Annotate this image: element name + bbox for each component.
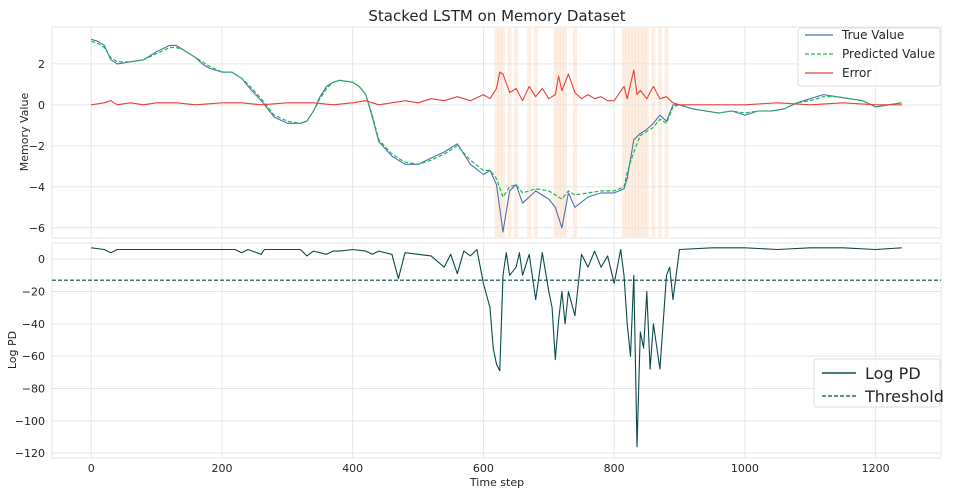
bottom-x-tick-label: 1000 (731, 462, 759, 475)
bottom-x-tick-label: 1200 (862, 462, 890, 475)
anomaly-span (664, 28, 669, 237)
anomaly-span (563, 28, 568, 237)
anomaly-span (631, 28, 636, 237)
bottom-series (52, 247, 941, 448)
top-y-axis-label: Memory Value (18, 93, 31, 172)
anomaly-span (514, 28, 519, 237)
legend-threshold-label: Threshold (864, 387, 944, 406)
bottom-x-tick-label: 400 (342, 462, 363, 475)
bottom-legend: Log PD Threshold (813, 358, 944, 408)
bottom-x-tick-label: 0 (88, 462, 95, 475)
legend-log-pd-label: Log PD (865, 364, 921, 383)
top-y-tick-label: −6 (29, 222, 45, 235)
bottom-y-tick-label: −80 (22, 382, 45, 395)
bottom-y-tick-label: −60 (22, 350, 45, 363)
bottom-x-tick-label: 200 (211, 462, 232, 475)
anomaly-span (497, 28, 502, 237)
legend-predicted-value-label: Predicted Value (842, 47, 935, 61)
top-legend-box (797, 27, 941, 87)
anomaly-span (533, 28, 538, 237)
anomaly-span (621, 28, 626, 237)
top-anomaly-spans (494, 28, 669, 237)
bottom-y-tick-label: −120 (15, 447, 45, 460)
top-series-error (91, 69, 902, 106)
anomaly-span (651, 28, 656, 237)
bottom-y-tick-label: 0 (38, 253, 45, 266)
top-tick-labels: 2 0 −2 −4 −6 (29, 58, 45, 235)
top-legend: True Value Predicted Value Error (797, 27, 941, 87)
legend-true-value-label: True Value (841, 28, 904, 42)
bottom-tick-labels: 0 200 400 600 800 1000 1200 0 −20 −40 −60 −80 −100 −1… (15, 253, 890, 475)
anomaly-span (641, 28, 646, 237)
x-axis-label: Time step (469, 476, 524, 489)
top-panel: Stacked LSTM on Memory Dataset 20−2−4−6 … (18, 7, 942, 239)
top-series (91, 38, 902, 233)
top-y-tick-label: −2 (29, 140, 45, 153)
anomaly-span (628, 28, 633, 237)
bottom-y-axis-label: Log PD (6, 331, 19, 369)
anomaly-span (559, 28, 564, 237)
top-series-predicted-value (91, 40, 902, 200)
bottom-x-tick-label: 800 (604, 462, 625, 475)
bottom-y-tick-label: −20 (22, 285, 45, 298)
anomaly-span (657, 28, 662, 237)
bottom-panel: 0 200 400 600 800 1000 1200 0 −20 −40 −60 −80 −100 −1… (6, 242, 944, 489)
anomaly-span (556, 28, 561, 237)
anomaly-span (507, 28, 512, 237)
anomaly-span (625, 28, 630, 237)
anomaly-span (644, 28, 649, 237)
bottom-y-tick-label: −100 (15, 415, 45, 428)
top-y-tick-label: −4 (29, 181, 45, 194)
bottom-grid (52, 243, 941, 458)
legend-error-label: Error (842, 66, 871, 80)
bottom-legend-box (813, 358, 941, 408)
anomaly-span (638, 28, 643, 237)
bottom-series-log-pd (91, 247, 902, 448)
top-y-tick-label: 0 (38, 99, 45, 112)
anomaly-span (553, 28, 558, 237)
bottom-x-tick-label: 600 (473, 462, 494, 475)
anomaly-span (635, 28, 640, 237)
anomaly-span (572, 28, 577, 237)
anomaly-span (527, 28, 532, 237)
anomaly-span (501, 28, 506, 237)
chart-title: Stacked LSTM on Memory Dataset (368, 7, 625, 25)
bottom-y-tick-label: −40 (22, 318, 45, 331)
bottom-plot-area (51, 242, 942, 459)
top-y-tick-label: 2 (38, 58, 45, 71)
anomaly-span (494, 28, 499, 237)
